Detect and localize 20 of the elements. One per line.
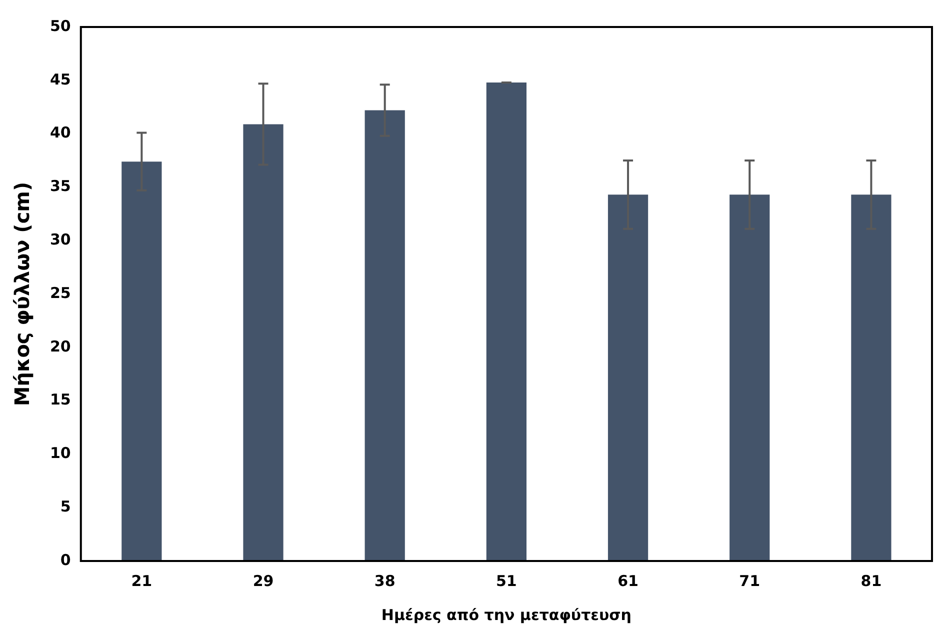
y-tick-label: 35 xyxy=(50,177,71,196)
x-tick-label: 61 xyxy=(618,572,638,590)
y-axis-title: Μήκος φύλλων (cm) xyxy=(10,182,34,406)
y-tick-label: 10 xyxy=(50,444,71,462)
x-tick-label: 51 xyxy=(496,572,517,590)
x-axis-title: Ημέρες από την μεταφύτευση xyxy=(381,606,632,624)
x-tick-label: 21 xyxy=(131,572,152,590)
y-tick-label: 0 xyxy=(60,550,71,569)
y-tick-label: 5 xyxy=(60,497,71,516)
x-tick-label: 71 xyxy=(739,572,760,590)
y-tick-label: 15 xyxy=(50,390,71,409)
y-tick-label: 50 xyxy=(50,16,71,35)
y-tick-label: 25 xyxy=(50,284,71,302)
y-tick-label: 45 xyxy=(50,70,71,88)
x-tick-label: 29 xyxy=(252,572,274,590)
y-tick-label: 20 xyxy=(50,337,71,356)
y-tick-label: 30 xyxy=(50,230,71,248)
y-tick-label: 40 xyxy=(50,124,71,142)
x-tick-label: 38 xyxy=(374,572,396,590)
x-tick-label: 81 xyxy=(860,572,882,590)
